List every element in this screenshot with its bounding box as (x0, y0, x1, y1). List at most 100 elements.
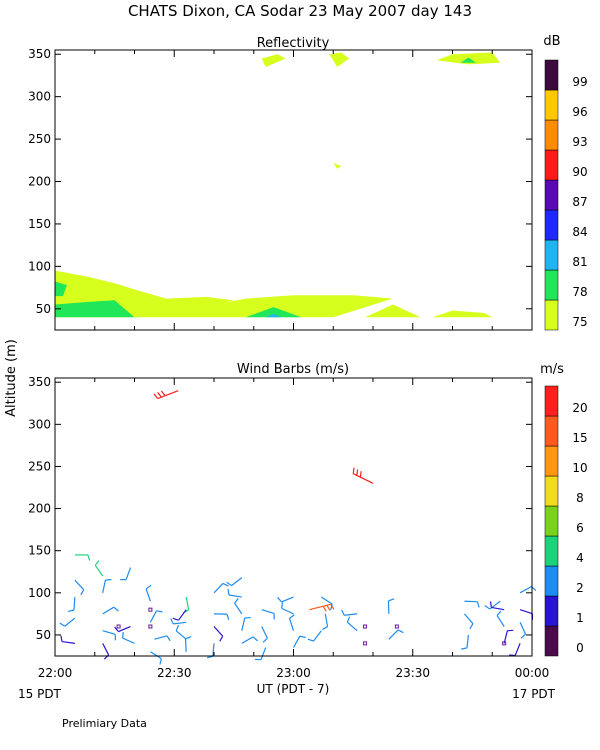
x-tick-label: 23:00 (276, 666, 311, 680)
wind-calm-marker (363, 624, 368, 629)
wind-barb-flag (145, 584, 152, 590)
wind-colorbar-swatch (544, 505, 559, 537)
wind-barb-shaft (102, 643, 110, 656)
wind-barb-flag (469, 623, 474, 630)
wind-barb-flag (170, 618, 174, 625)
wind-barb-flag (156, 610, 163, 613)
x-axis-label: UT (PDT - 7) (257, 682, 330, 696)
wind-y-tick-label: 350 (28, 375, 51, 389)
reflectivity-y-tick-label: 250 (28, 132, 51, 146)
wind-barb-flag (330, 603, 333, 611)
figure-title: CHATS Dixon, CA Sodar 23 May 2007 day 14… (128, 2, 472, 20)
reflectivity-region (245, 307, 302, 318)
wind-colorbar-label: 10 (572, 461, 587, 475)
reflectivity-colorbar-swatch (544, 59, 559, 91)
wind-barb-flag (341, 609, 345, 616)
wind-y-tick-label: 150 (28, 544, 51, 558)
wind-barb-shaft (519, 609, 533, 615)
wind-barb-shaft (213, 626, 224, 637)
wind-barb-shaft (185, 596, 190, 610)
x-tick-label: 22:30 (157, 666, 192, 680)
wind-barb-shaft (503, 630, 508, 644)
reflectivity-colorbar-label: 93 (572, 135, 587, 149)
reflectivity-y-tick-label: 100 (28, 259, 51, 273)
wind-barb-shaft (178, 609, 187, 621)
reflectivity-y-tick-label: 150 (28, 217, 51, 231)
wind-barb-shaft (313, 630, 322, 642)
reflectivity-y-ticks: 50 100 150 200 250 300 350 (28, 47, 532, 316)
wind-barb-shaft (175, 630, 187, 640)
wind-barb-shaft (228, 594, 242, 598)
wind-colorbar-label: 6 (576, 521, 584, 535)
y-axis-label: Altitude (m) (4, 339, 19, 417)
wind-barb-flag (94, 560, 100, 566)
x-axis-right-note: 17 PDT (512, 687, 556, 701)
wind-barb-flag (356, 469, 359, 476)
reflectivity-colorbar-label: 75 (572, 315, 587, 329)
wind-barb-shaft (463, 613, 474, 625)
wind-barb-shaft (157, 390, 179, 400)
wind-barb-flag (244, 616, 251, 619)
reflectivity-colorbar-swatch (544, 209, 559, 241)
wind-colorbar-swatch (544, 535, 559, 567)
wind-barb-shaft (324, 613, 329, 627)
wind-barb-flag (113, 606, 119, 612)
wind-barb-flag (122, 632, 124, 639)
wind-barb-flag (222, 582, 229, 587)
wind-barb-shaft (154, 635, 168, 640)
wind-colorbar-swatch (544, 475, 559, 507)
wind-barb-flag (160, 390, 166, 397)
reflectivity-region (55, 281, 67, 297)
reflectivity-colorbar-label: 90 (572, 165, 587, 179)
reflectivity-colorbar-label: 99 (572, 75, 587, 89)
wind-colorbar-label: 2 (576, 581, 584, 595)
reflectivity-colorbar-swatch (544, 179, 559, 211)
reflectivity-region (55, 300, 135, 318)
wind-barb-flag (227, 588, 230, 596)
wind-barb-flag (484, 605, 491, 610)
wind-barb-shaft (118, 625, 131, 633)
wind-y-tick-label: 300 (28, 417, 51, 431)
wind-barb-flag (219, 635, 224, 642)
reflectivity-region (333, 162, 342, 169)
wind-barb-flag (289, 614, 295, 619)
wind-barb-shaft (64, 617, 76, 627)
wind-barb-shaft (261, 626, 268, 639)
reflectivity-colorbar-label: 87 (572, 195, 587, 209)
wind-barb-shaft (122, 637, 135, 644)
wind-barb-shaft (149, 610, 158, 623)
reflectivity-colorbar-swatch (544, 239, 559, 271)
wind-barb-flag (330, 604, 335, 610)
wind-barb-shaft (213, 583, 224, 594)
reflectivity-y-tick-label: 50 (36, 302, 51, 316)
wind-barbs-title: Wind Barbs (m/s) (237, 362, 349, 377)
wind-barb-flag (185, 636, 192, 640)
x-tick-label: 22:00 (38, 666, 73, 680)
wind-barb-flag (172, 617, 179, 621)
wind-barb-flag (388, 598, 395, 602)
wind-colorbar-unit: m/s (540, 362, 564, 377)
reflectivity-y-tick-label: 300 (28, 90, 51, 104)
wind-barb-flag (166, 635, 171, 642)
reflectivity-region (265, 313, 282, 318)
wind-barb-flag (321, 626, 328, 631)
wind-barb-flag (59, 622, 66, 627)
wind-barb-shaft (61, 640, 75, 644)
reflectivity-region (174, 295, 393, 318)
wind-barb-shaft (241, 617, 246, 631)
reflectivity-region (460, 57, 477, 63)
reflectivity-region (261, 54, 286, 67)
wind-barb-flag (226, 581, 232, 587)
wind-barb-flag (60, 635, 63, 642)
wind-barb-shaft (73, 596, 76, 611)
wind-barb-shaft (320, 596, 333, 605)
wind-colorbar-swatch (544, 595, 559, 627)
wind-barb-flag (496, 610, 502, 616)
wind-barb-shaft (388, 629, 399, 640)
wind-barb-shaft (125, 567, 132, 580)
wind-colorbar-label: 20 (572, 401, 587, 415)
wind-calm-marker (148, 624, 153, 629)
wind-barb-marks (59, 390, 537, 665)
wind-barb-shaft (346, 621, 358, 632)
